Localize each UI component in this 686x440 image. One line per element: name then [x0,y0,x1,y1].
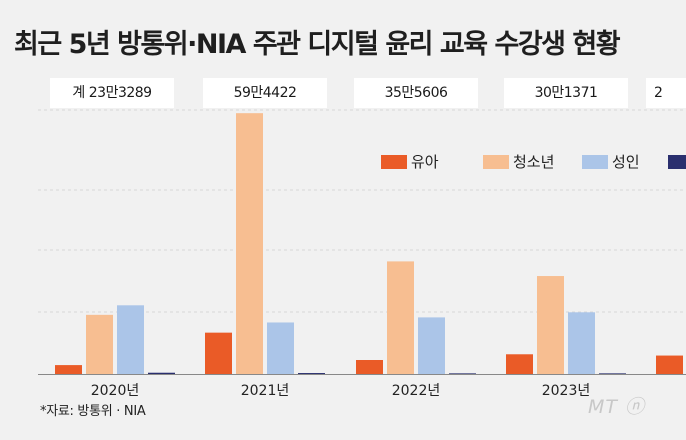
bar-2021년-유아 [205,332,232,374]
total-label-2022: 35만5606 [354,78,478,108]
bar-2023년-청소년 [537,276,564,374]
x-tick-label-0: 2020년 [91,383,140,399]
legend-swatch-3 [668,155,686,169]
bar-2024년-유아 [656,355,683,374]
total-label-2021: 59만4422 [203,78,327,108]
bar-2022년-유아 [356,360,383,374]
x-tick-label-1: 2021년 [241,383,290,399]
publisher-logo: MT ⓝ [588,396,646,418]
total-label-2020: 계 23만3289 [50,78,174,108]
legend-label-2: 성인 [612,153,640,171]
total-label-2023: 30만1371 [504,78,628,108]
bar-2021년-series3 [298,373,325,374]
bar-2021년-성인 [267,322,294,374]
bar-2020년-유아 [55,365,82,374]
x-tick-label-2: 2022년 [392,383,441,399]
legend-label-0: 유아 [411,153,439,171]
total-label-2024: 2 [646,78,686,108]
bar-2023년-성인 [568,312,595,374]
bar-2022년-성인 [418,317,445,374]
legend-swatch-2 [582,155,608,169]
legend-swatch-0 [381,155,407,169]
legend-swatch-1 [483,155,509,169]
bar-2020년-series3 [148,372,175,374]
chart-title: 최근 5년 방통위·NIA 주관 디지털 윤리 교육 수강생 현황 [14,29,621,60]
bar-2021년-청소년 [236,113,263,374]
bar-2022년-series3 [449,373,476,374]
bar-2022년-청소년 [387,261,414,374]
bar-2020년-성인 [117,305,144,374]
bar-2023년-series3 [599,373,626,374]
bar-2020년-청소년 [86,314,113,374]
x-tick-label-3: 2023년 [542,383,591,399]
bar-2023년-유아 [506,354,533,374]
source-note: *자료: 방통위 · NIA [40,404,146,419]
legend-label-1: 청소년 [513,153,554,171]
